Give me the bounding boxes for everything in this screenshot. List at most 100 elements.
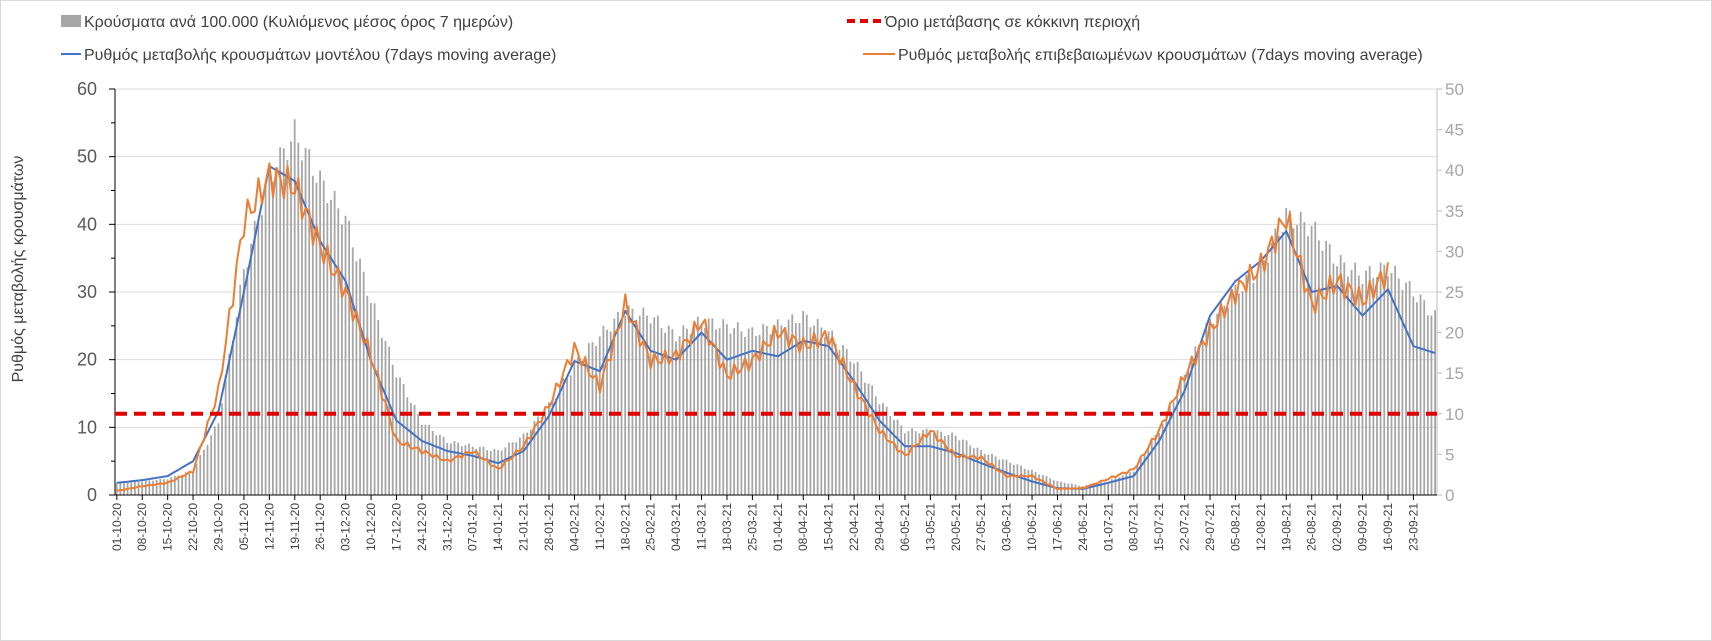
bar-day (969, 445, 972, 495)
bar-day (1209, 318, 1211, 495)
bar-day (1430, 315, 1433, 495)
y-right-tick-label: 30 (1445, 242, 1464, 261)
bar-day (359, 258, 361, 495)
bar-day (163, 479, 165, 495)
bar-day (1317, 240, 1320, 495)
x-tick-label: 29-07-21 (1203, 503, 1217, 551)
bar-day (1321, 250, 1324, 495)
axes: 0 10 20 30 40 50 60 0 5 10 15 20 25 30 35 40 45 50 01-10-2… (77, 79, 1464, 551)
y-left-tick-label: 50 (77, 147, 97, 167)
bar-day (664, 332, 667, 495)
bar-day (900, 425, 903, 495)
bar-day (224, 375, 227, 495)
bar-day (1434, 310, 1436, 495)
bar-day (242, 269, 245, 495)
bar-day (515, 442, 518, 495)
bar-day (319, 170, 322, 495)
bar-day (1223, 305, 1226, 495)
bar-day (893, 419, 895, 495)
bar-day (980, 450, 983, 495)
bar-day (874, 396, 877, 495)
bar-day (675, 341, 677, 495)
bar-day (987, 454, 990, 495)
bar-day (221, 403, 223, 495)
bar-day (141, 481, 144, 495)
bar-day (184, 472, 187, 495)
bar-day (537, 416, 539, 495)
bar-day (1263, 260, 1266, 495)
bar-day (1205, 322, 1208, 495)
bar-day (1296, 225, 1298, 496)
bar-day (1347, 276, 1349, 495)
bar-day (1248, 273, 1251, 495)
x-tick-label: 18-03-21 (720, 503, 734, 551)
bar-day (279, 147, 282, 495)
bar-day (856, 361, 859, 495)
y-right-tick-label: 10 (1445, 405, 1464, 424)
bar-day (1339, 254, 1342, 495)
bar-day (344, 215, 347, 495)
bar-day (1274, 228, 1277, 495)
bar-day (882, 403, 884, 495)
bar-day (580, 360, 583, 495)
bar-day (958, 440, 961, 495)
x-tick-label: 05-11-20 (237, 503, 251, 550)
bar-day (246, 267, 249, 495)
bar-day (940, 431, 943, 495)
bar-day (1419, 294, 1422, 495)
x-tick-label: 21-01-21 (517, 503, 531, 551)
bar-day (500, 450, 503, 495)
x-tick-label: 13-05-21 (923, 503, 937, 551)
x-tick-label: 22-04-21 (847, 503, 861, 551)
bar-day (656, 315, 659, 495)
x-tick-label: 17-12-20 (389, 503, 403, 551)
bar-day (420, 424, 423, 495)
bar-day (791, 314, 794, 495)
bar-day (936, 430, 939, 495)
bar-day (1216, 313, 1219, 495)
x-tick-label: 29-04-21 (873, 503, 887, 551)
bar-day (250, 243, 252, 495)
bar-day (1038, 474, 1041, 495)
bar-day (762, 324, 765, 495)
bar-day (951, 432, 953, 495)
bar-day (816, 318, 819, 495)
bar-day (1281, 231, 1284, 495)
bar-day (642, 307, 645, 495)
bar-day (275, 172, 278, 495)
bar-day (736, 322, 739, 495)
bar-day (1092, 484, 1095, 495)
bar-day (148, 480, 151, 495)
bar-day (1194, 346, 1197, 495)
lines (115, 162, 1437, 492)
x-tick-label: 11-02-21 (593, 503, 607, 550)
y-right-tick-label: 0 (1445, 486, 1454, 505)
bar-day (1020, 465, 1022, 495)
bar-day (337, 208, 340, 495)
bar-day (1241, 290, 1244, 495)
confirmed-rate-line (116, 162, 1389, 492)
bar-day (1357, 275, 1360, 495)
bar-day (584, 355, 587, 495)
bar-day (983, 454, 986, 495)
bar-day (144, 480, 147, 495)
bar-day (1401, 289, 1404, 495)
bar-day (566, 378, 568, 495)
x-tick-label: 19-08-21 (1279, 503, 1293, 551)
y-right-tick-label: 40 (1445, 161, 1464, 180)
x-tick-label: 26-11-20 (313, 503, 327, 550)
bar-day (587, 343, 590, 495)
legend-label-cases: Κρούσματα ανά 100.000 (Κυλιόμενος μέσος … (84, 14, 513, 31)
bar-day (678, 336, 681, 495)
y-right-tick-label: 15 (1445, 364, 1464, 383)
bar-day (195, 464, 198, 495)
bar-day (885, 406, 888, 495)
x-tick-label: 27-05-21 (974, 503, 988, 551)
bar-day (577, 356, 579, 495)
x-tick-label: 01-10-20 (110, 503, 124, 551)
bar-day (591, 342, 594, 495)
bar-day (653, 317, 656, 495)
bar-day (1023, 468, 1026, 495)
x-tick-label: 25-03-21 (745, 503, 759, 551)
bar-day (1118, 477, 1121, 495)
